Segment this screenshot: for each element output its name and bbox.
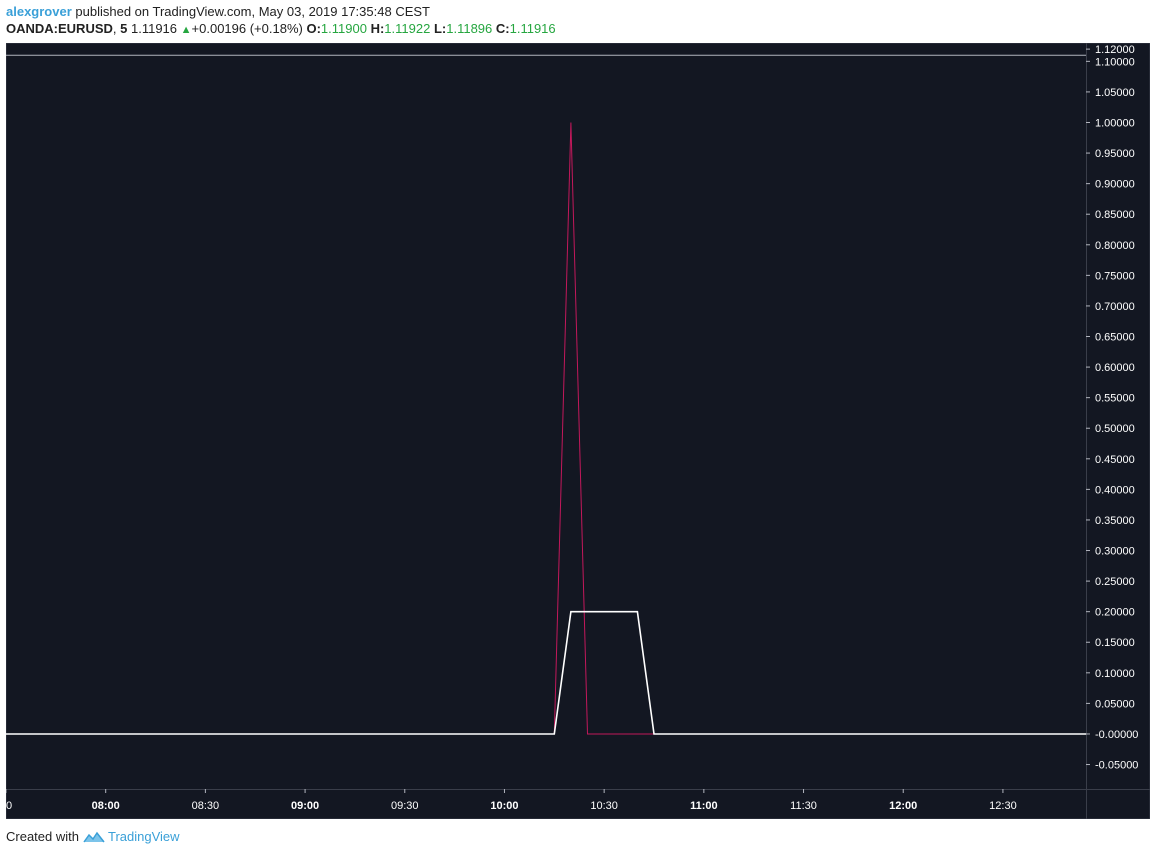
y-tick-label: 0.10000 bbox=[1095, 668, 1135, 680]
price-change: +0.00196 (+0.18%) bbox=[191, 21, 303, 36]
x-tick-label: 12:00 bbox=[889, 800, 917, 812]
y-tick-label: 0.90000 bbox=[1095, 179, 1135, 191]
y-tick-label: 0.75000 bbox=[1095, 270, 1135, 282]
close-label: C: bbox=[495, 21, 510, 36]
x-tick-label: 08:30 bbox=[192, 800, 220, 812]
low-label: L: bbox=[433, 21, 447, 36]
y-tick-label: 0.80000 bbox=[1095, 240, 1135, 252]
white-series-line bbox=[6, 610, 1086, 735]
y-tick-label: 0.60000 bbox=[1095, 362, 1135, 374]
y-tick-label: -0.05000 bbox=[1095, 760, 1138, 772]
y-tick-label: 0.05000 bbox=[1095, 698, 1135, 710]
up-triangle-icon: ▲ bbox=[180, 24, 192, 36]
x-tick-label: 10:30 bbox=[590, 800, 618, 812]
y-tick-label: 0.30000 bbox=[1095, 546, 1135, 558]
y-tick-label: 1.00000 bbox=[1095, 117, 1135, 129]
high-label: H: bbox=[370, 21, 385, 36]
y-tick-label: 0.70000 bbox=[1095, 301, 1135, 313]
footer: Created with TradingView bbox=[6, 829, 180, 844]
y-tick-label: -0.00000 bbox=[1095, 729, 1138, 741]
y-tick-label: 1.10000 bbox=[1095, 56, 1135, 68]
last-price: 1.11916 bbox=[130, 21, 178, 36]
tradingview-logo-icon[interactable] bbox=[83, 830, 105, 844]
chart-background bbox=[6, 43, 1150, 819]
y-tick-label: 0.50000 bbox=[1095, 423, 1135, 435]
y-tick-label: 0.95000 bbox=[1095, 148, 1135, 160]
high-value: 1.11922 bbox=[384, 21, 431, 36]
x-tick-label: 30 bbox=[6, 800, 12, 812]
open-label: O: bbox=[306, 21, 321, 36]
x-tick-label: 08:00 bbox=[92, 800, 120, 812]
red-series-line bbox=[553, 122, 654, 735]
y-tick-label: 0.85000 bbox=[1095, 209, 1135, 221]
low-value: 1.11896 bbox=[446, 21, 493, 36]
x-tick-label: 10:00 bbox=[490, 800, 518, 812]
tradingview-link[interactable]: TradingView bbox=[107, 829, 180, 844]
symbol-name: OANDA:EURUSD bbox=[6, 21, 113, 36]
y-tick-label: 0.55000 bbox=[1095, 393, 1135, 405]
x-tick-label: 11:30 bbox=[790, 800, 817, 812]
x-tick-label: 09:30 bbox=[391, 800, 419, 812]
symbol-info-bar: OANDA:EURUSD, 5 1.11916 ▲+0.00196 (+0.18… bbox=[6, 21, 556, 36]
y-tick-label: 0.15000 bbox=[1095, 637, 1135, 649]
x-tick-label: 09:00 bbox=[291, 800, 319, 812]
y-tick-label: 0.35000 bbox=[1095, 515, 1135, 527]
close-value: 1.11916 bbox=[509, 21, 556, 36]
chart-area[interactable]: 1.12000 1.10000 1.05000 1.00000 0.95000 0.900… bbox=[6, 43, 1150, 819]
published-text: published on TradingView.com, May 03, 20… bbox=[75, 4, 430, 19]
author-name[interactable]: alexgrover bbox=[6, 4, 72, 19]
created-with-text: Created with bbox=[6, 829, 79, 844]
y-tick-label: 1.05000 bbox=[1095, 87, 1135, 99]
y-tick-label: 0.65000 bbox=[1095, 332, 1135, 344]
y-tick-label: 0.45000 bbox=[1095, 454, 1135, 466]
y-tick-label: 0.40000 bbox=[1095, 484, 1135, 496]
y-tick-label: 0.25000 bbox=[1095, 576, 1135, 588]
open-value: 1.11900 bbox=[320, 21, 367, 36]
y-tick-label: 1.12000 bbox=[1095, 44, 1135, 56]
x-tick-label: 12:30 bbox=[989, 800, 1017, 812]
x-tick-label: 11:00 bbox=[690, 800, 718, 812]
publish-info: alexgrover published on TradingView.com,… bbox=[6, 4, 430, 19]
y-tick-label: 0.20000 bbox=[1095, 607, 1135, 619]
interval-value: 5 bbox=[120, 21, 128, 36]
